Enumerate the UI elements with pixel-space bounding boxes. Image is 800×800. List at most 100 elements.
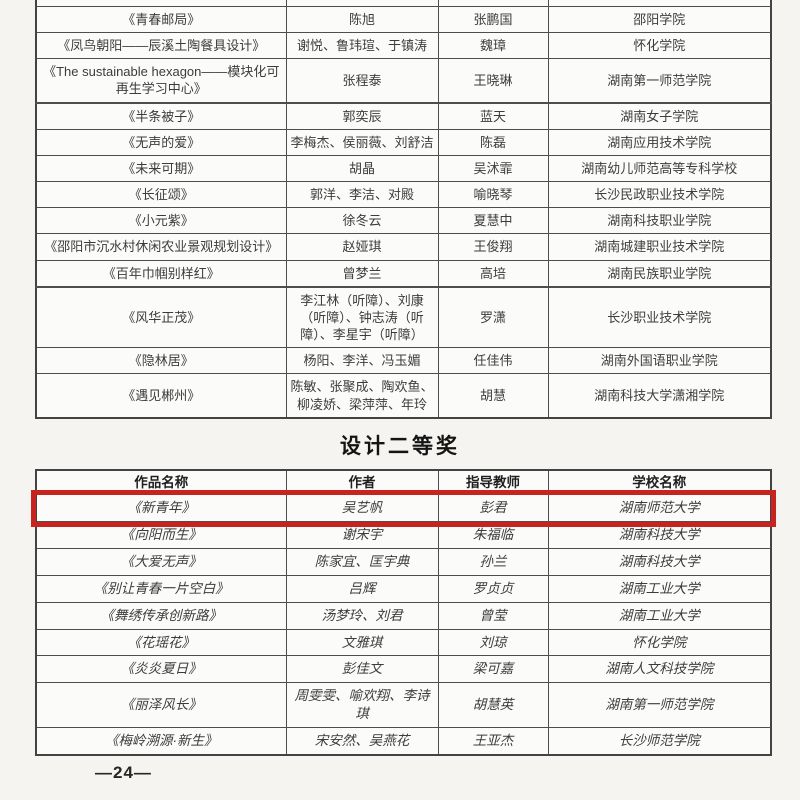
work-title-cell: 《凤鸟朝阳——辰溪土陶餐具设计》	[35, 32, 287, 60]
advisor-cell: 王亚杰	[437, 726, 549, 756]
work-title-cell: 《百年巾帼别样红》	[35, 259, 287, 288]
second-prize-table: 作品名称 作者 指导教师 学校名称 《新青年》 吴艺帆 彭君 湖南师范大学 《向阳而生…	[31, 468, 776, 756]
authors-cell: 谢悦、鲁玮瑄、于镇涛	[285, 32, 439, 60]
authors-cell: 杨阳、李洋、冯玉媚	[285, 347, 439, 375]
school-cell: 长沙职业技术学院	[547, 285, 772, 349]
authors-cell: 李梅杰、侯丽薇、刘舒洁	[285, 128, 439, 156]
advisor-cell: 胡慧英	[437, 682, 549, 728]
work-title-cell: 《炎炎夏日》	[35, 655, 287, 684]
authors-cell: 吕辉	[285, 574, 439, 603]
table-header-row: 作品名称 作者 指导教师 学校名称	[35, 469, 772, 496]
school-cell: 湖南工业大学	[547, 601, 772, 630]
advisor-cell: 胡慧	[437, 373, 549, 419]
school-cell: 湖南应用技术学院	[547, 128, 772, 156]
advisor-cell: 王晓琳	[437, 58, 549, 104]
table-row: 《长征颂》 郭洋、李洁、对殿 喻晓琴 长沙民政职业技术学院	[35, 181, 772, 209]
authors-cell: 陈敏、张聚成、陶欢鱼、柳凌娇、梁萍萍、年玲	[285, 373, 439, 419]
table-row: 《丽泽风长》 周雯雯、喻欢翔、李诗琪 胡慧英 湖南第一师范学院	[35, 682, 772, 728]
school-cell: 长沙民政职业技术学院	[547, 181, 772, 209]
work-title-cell: 《舞绣传承创新路》	[35, 601, 287, 630]
authors-cell: 郭洋、李洁、对殿	[285, 181, 439, 209]
advisor-cell: 蓝天	[437, 101, 549, 130]
advisor-cell: 罗贞贞	[437, 574, 549, 603]
table-row: 《百年巾帼别样红》 曾梦兰 高培 湖南民族职业学院	[35, 259, 772, 288]
advisor-cell: 罗潇	[437, 285, 549, 349]
school-cell: 怀化学院	[547, 628, 772, 657]
work-title-cell: 《The sustainable hexagon——模块化可再生学习中心》	[35, 58, 287, 104]
table-row: 《未来可期》 胡晶 吴沭霏 湖南幼儿师范高等专科学校	[35, 154, 772, 183]
authors-cell: 李江林（听障）、刘康（听障）、钟志涛（听障）、李星宇（听障）	[285, 285, 439, 349]
table-row: 《邵阳市沉水村休闲农业景观规划设计》 赵娅琪 王俊翔 湖南城建职业技术学院	[35, 233, 772, 261]
work-title-cell: 《小元紫》	[35, 207, 287, 235]
authors-cell: 宋安然、吴燕花	[285, 726, 439, 756]
work-title-cell: 《无声的爱》	[35, 128, 287, 156]
work-title-cell: 《遇见郴州》	[35, 373, 287, 419]
authors-cell: 胡晶	[285, 154, 439, 183]
advisor-cell: 王俊翔	[437, 233, 549, 261]
school-cell: 湖南第一师范学院	[547, 58, 772, 104]
school-cell: 湖南幼儿师范高等专科学校	[547, 154, 772, 183]
table-row: 《半条被子》 郭奕辰 蓝天 湖南女子学院	[35, 101, 772, 130]
authors-cell: 陈家宜、匡宇典	[285, 548, 439, 576]
table-row: 《遇见郴州》 陈敏、张聚成、陶欢鱼、柳凌娇、梁萍萍、年玲 胡慧 湖南科技大学潇湘学院	[35, 373, 772, 419]
authors-cell: 曾梦兰	[285, 259, 439, 288]
advisor-cell: 高培	[437, 259, 549, 288]
table-row: 《向阳而生》 谢宋宇 朱福临 湖南科技大学	[35, 521, 772, 550]
advisor-cell: 魏璋	[437, 32, 549, 60]
school-cell: 湖南师范大学	[547, 494, 772, 523]
school-cell: 邵阳学院	[547, 5, 772, 34]
table-row: 《大爱无声》 陈家宜、匡宇典 孙兰 湖南科技大学	[35, 548, 772, 576]
work-title-cell: 《风华正茂》	[35, 285, 287, 349]
authors-cell: 陈旭	[285, 5, 439, 34]
advisor-cell: 彭君	[437, 494, 549, 523]
school-cell: 湖南科技职业学院	[547, 207, 772, 235]
work-title-cell: 《邵阳市沉水村休闲农业景观规划设计》	[35, 233, 287, 261]
advisor-cell: 朱福临	[437, 521, 549, 550]
table-row: 《隐林居》 杨阳、李洋、冯玉媚 任佳伟 湖南外国语职业学院	[35, 347, 772, 375]
advisor-cell: 孙兰	[437, 548, 549, 576]
work-title-cell: 《花瑶花》	[35, 628, 287, 657]
authors-cell: 吴艺帆	[285, 494, 439, 523]
authors-cell: 彭佳文	[285, 655, 439, 684]
work-title-cell: 《向阳而生》	[35, 521, 287, 550]
work-title-cell: 《梅岭溯源·新生》	[35, 726, 287, 756]
advisor-cell: 张鹏国	[437, 5, 549, 34]
work-title-cell: 《青春邮局》	[35, 5, 287, 34]
section-title: 设计二等奖	[340, 434, 460, 458]
authors-cell: 张程泰	[285, 58, 439, 104]
table-row: 《无声的爱》 李梅杰、侯丽薇、刘舒洁 陈磊 湖南应用技术学院	[35, 128, 772, 156]
advisor-cell: 梁可嘉	[437, 655, 549, 684]
header-school: 学校名称	[547, 469, 772, 496]
page-number: —24—	[95, 762, 152, 782]
advisor-cell: 任佳伟	[437, 347, 549, 375]
work-title-cell: 《别让青春一片空白》	[35, 574, 287, 603]
advisor-cell: 刘琼	[437, 628, 549, 657]
work-title-cell: 《隐林居》	[35, 347, 287, 375]
table-row: 《风华正茂》 李江林（听障）、刘康（听障）、钟志涛（听障）、李星宇（听障） 罗潇 长沙…	[35, 285, 772, 349]
school-cell: 湖南科技大学潇湘学院	[547, 373, 772, 419]
authors-cell: 徐冬云	[285, 207, 439, 235]
table-row: 《The sustainable hexagon——模块化可再生学习中心》 张程泰…	[35, 58, 772, 104]
school-cell: 湖南工业大学	[547, 574, 772, 603]
table-row: 《凤鸟朝阳——辰溪土陶餐具设计》 谢悦、鲁玮瑄、于镇涛 魏璋 怀化学院	[35, 32, 772, 60]
table-row: 《舞绣传承创新路》 汤梦玲、刘君 曾莹 湖南工业大学	[35, 601, 772, 630]
school-cell: 湖南城建职业技术学院	[547, 233, 772, 261]
work-title-cell: 《新青年》	[35, 494, 287, 523]
header-advisor: 指导教师	[437, 469, 549, 496]
advisor-cell: 曾莹	[437, 601, 549, 630]
table-row: 《小元紫》 徐冬云 夏慧中 湖南科技职业学院	[35, 207, 772, 235]
school-cell: 湖南民族职业学院	[547, 259, 772, 288]
authors-cell: 文雅琪	[285, 628, 439, 657]
table-row: 《别让青春一片空白》 吕辉 罗贞贞 湖南工业大学	[35, 574, 772, 603]
header-work-title: 作品名称	[35, 469, 287, 496]
table-row: 《炎炎夏日》 彭佳文 梁可嘉 湖南人文科技学院	[35, 655, 772, 684]
first-prize-continued-table: 《青春邮局》 陈旭 张鹏国 邵阳学院 《凤鸟朝阳——辰溪土陶餐具设计》 谢悦、鲁玮瑄、于…	[35, 0, 772, 419]
school-cell: 湖南人文科技学院	[547, 655, 772, 684]
table-row: 《梅岭溯源·新生》 宋安然、吴燕花 王亚杰 长沙师范学院	[35, 726, 772, 756]
work-title-cell: 《丽泽风长》	[35, 682, 287, 728]
school-cell: 湖南科技大学	[547, 548, 772, 576]
advisor-cell: 喻晓琴	[437, 181, 549, 209]
advisor-cell: 夏慧中	[437, 207, 549, 235]
authors-cell: 郭奕辰	[285, 101, 439, 130]
authors-cell: 汤梦玲、刘君	[285, 601, 439, 630]
